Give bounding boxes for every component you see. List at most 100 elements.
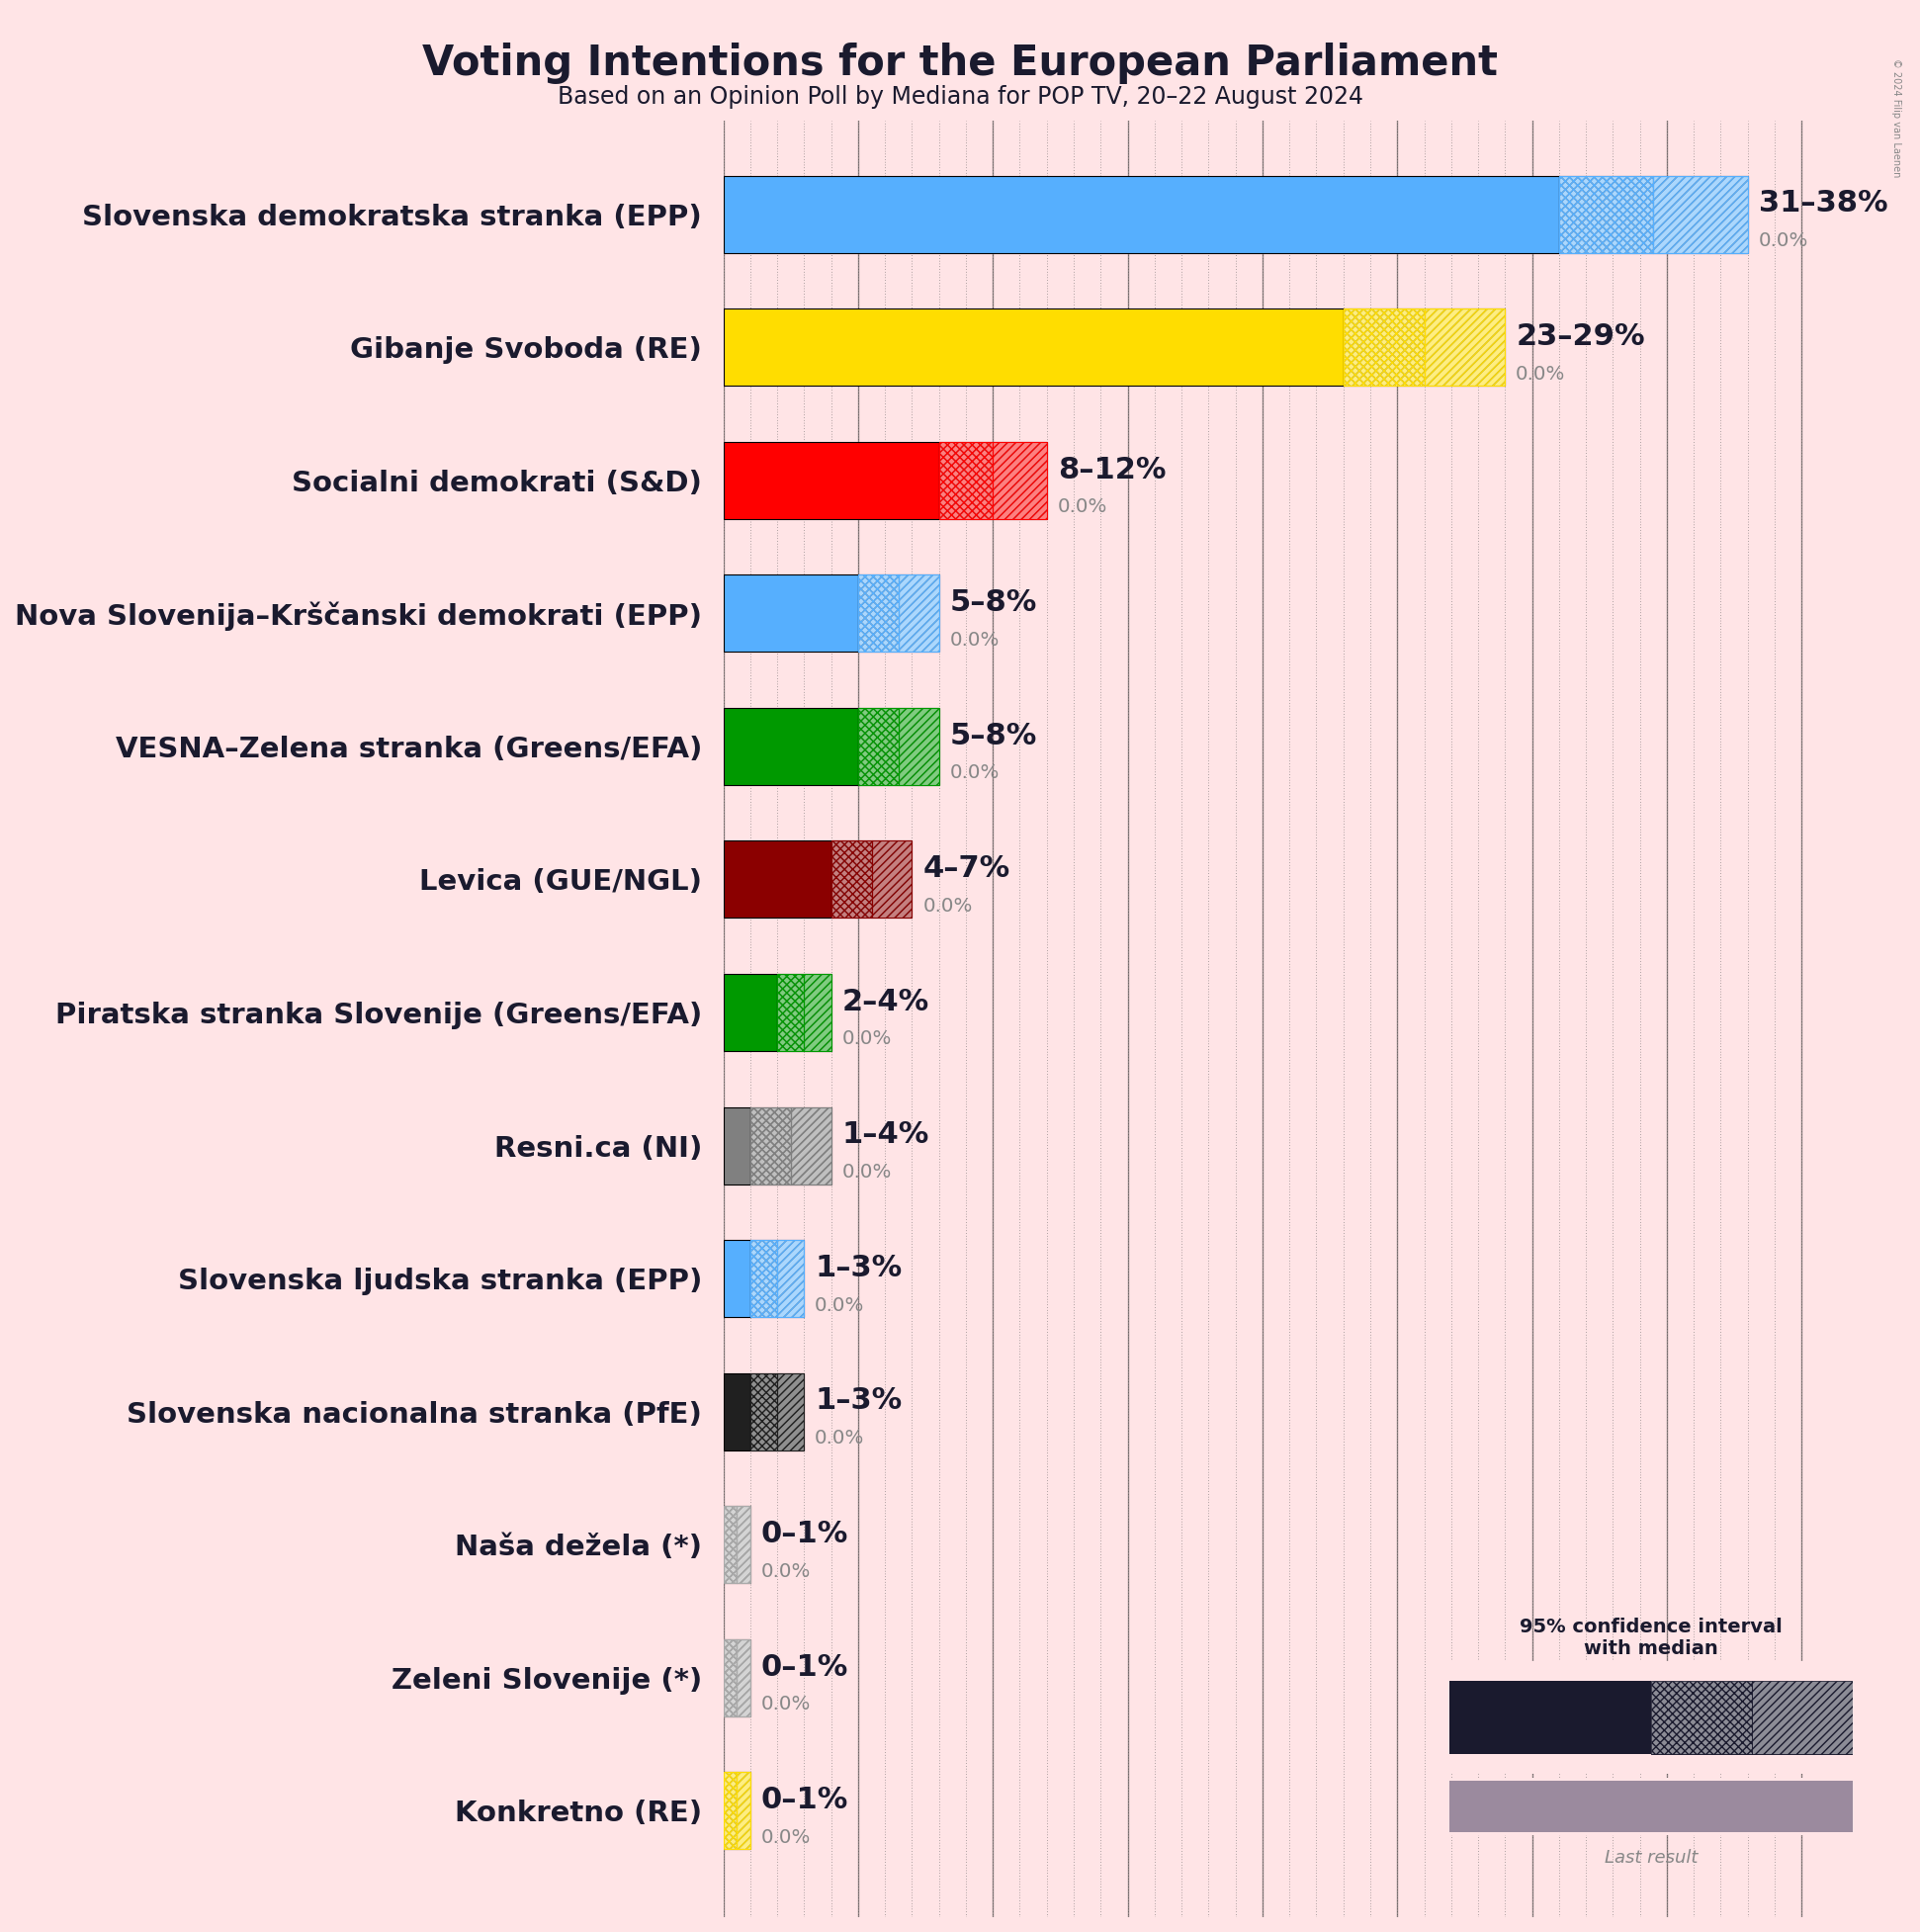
Bar (724, 1507, 737, 1582)
Bar (737, 1507, 751, 1582)
Bar (724, 1107, 751, 1184)
Bar (1653, 176, 1747, 253)
Bar (724, 1638, 737, 1716)
Text: © 2024 Filip van Laenen: © 2024 Filip van Laenen (1891, 58, 1901, 178)
Text: 0.0%: 0.0% (950, 630, 1000, 649)
Bar (724, 1507, 737, 1582)
Bar (778, 1240, 804, 1318)
Text: 95% confidence interval
with median: 95% confidence interval with median (1521, 1617, 1782, 1658)
Bar (831, 840, 872, 918)
Bar (899, 707, 939, 784)
Bar (751, 1240, 778, 1318)
Bar (791, 1107, 831, 1184)
Bar (778, 1240, 804, 1318)
Text: 0.0%: 0.0% (760, 1561, 810, 1580)
Bar (751, 1374, 778, 1451)
Bar (1450, 1781, 1853, 1832)
Text: 0.0%: 0.0% (841, 1030, 891, 1049)
Bar (939, 442, 993, 520)
Bar (858, 574, 899, 651)
Bar (1753, 1681, 1853, 1754)
Bar (1344, 309, 1425, 386)
Bar (724, 1638, 737, 1716)
Text: 0.0%: 0.0% (1517, 365, 1565, 383)
Bar (872, 840, 912, 918)
Bar (724, 574, 858, 651)
Bar (1425, 309, 1505, 386)
Bar (724, 1772, 737, 1849)
Text: 0–1%: 0–1% (760, 1652, 849, 1681)
Bar (939, 442, 993, 520)
Bar (1559, 176, 1653, 253)
Bar (751, 1107, 791, 1184)
Text: 0–1%: 0–1% (760, 1520, 849, 1548)
Bar (737, 1507, 751, 1582)
Bar (778, 974, 804, 1051)
Bar (804, 974, 831, 1051)
Text: 1–3%: 1–3% (814, 1387, 902, 1416)
Text: 0.0%: 0.0% (1058, 498, 1108, 516)
Bar (724, 1240, 751, 1318)
Bar (724, 1772, 737, 1849)
Bar (737, 1772, 751, 1849)
Bar (778, 1374, 804, 1451)
Text: 23–29%: 23–29% (1517, 323, 1645, 352)
Bar (804, 974, 831, 1051)
Bar (778, 974, 804, 1051)
Text: 0.0%: 0.0% (814, 1296, 864, 1314)
Bar (751, 1240, 778, 1318)
Bar (737, 1638, 751, 1716)
Bar (872, 840, 912, 918)
Bar (1753, 1681, 1853, 1754)
Bar (831, 840, 872, 918)
Bar (724, 1374, 751, 1451)
Bar (737, 1507, 751, 1582)
Bar (724, 1638, 737, 1716)
Bar (1344, 309, 1425, 386)
Bar (1651, 1681, 1753, 1754)
Bar (751, 1374, 778, 1451)
Bar (737, 1772, 751, 1849)
Bar (737, 1638, 751, 1716)
Bar (899, 574, 939, 651)
Text: 8–12%: 8–12% (1058, 456, 1165, 485)
Text: 0.0%: 0.0% (924, 896, 973, 916)
Bar (858, 707, 899, 784)
Text: 1–4%: 1–4% (841, 1121, 929, 1150)
Bar (1344, 309, 1425, 386)
Text: Based on an Opinion Poll by Mediana for POP TV, 20–22 August 2024: Based on an Opinion Poll by Mediana for … (557, 85, 1363, 108)
Text: 0.0%: 0.0% (760, 1828, 810, 1847)
Bar (858, 574, 899, 651)
Bar (872, 840, 912, 918)
Bar (724, 1507, 737, 1582)
Bar (1425, 309, 1505, 386)
Text: Last result: Last result (1605, 1849, 1697, 1866)
Bar (858, 574, 899, 651)
Bar (858, 707, 899, 784)
Bar (724, 707, 858, 784)
Bar (1651, 1681, 1753, 1754)
Bar (1450, 1681, 1651, 1754)
Bar (724, 840, 831, 918)
Text: 31–38%: 31–38% (1759, 189, 1887, 218)
Bar (778, 974, 804, 1051)
Bar (778, 1374, 804, 1451)
Bar (993, 442, 1046, 520)
Bar (899, 707, 939, 784)
Bar (737, 1772, 751, 1849)
Bar (939, 442, 993, 520)
Bar (993, 442, 1046, 520)
Text: 0.0%: 0.0% (814, 1430, 864, 1447)
Bar (724, 1772, 737, 1849)
Bar (804, 974, 831, 1051)
Bar (737, 1638, 751, 1716)
Bar (858, 707, 899, 784)
Bar (751, 1374, 778, 1451)
Text: 4–7%: 4–7% (924, 854, 1010, 883)
Bar (724, 442, 939, 520)
Bar (1653, 176, 1747, 253)
Bar (899, 707, 939, 784)
Bar (724, 176, 1559, 253)
Text: 0–1%: 0–1% (760, 1785, 849, 1814)
Text: 0.0%: 0.0% (950, 763, 1000, 782)
